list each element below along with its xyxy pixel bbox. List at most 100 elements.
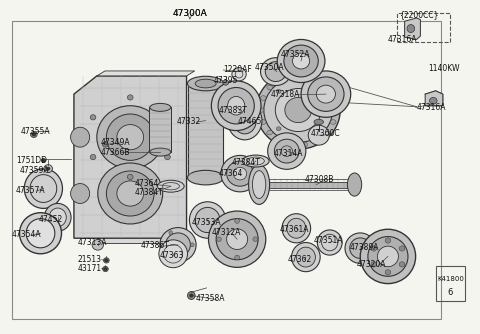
Ellipse shape [90, 154, 96, 160]
Ellipse shape [267, 85, 273, 90]
Ellipse shape [275, 139, 299, 163]
Text: 47318A: 47318A [271, 90, 300, 99]
Ellipse shape [377, 246, 398, 267]
Text: 47358A: 47358A [196, 294, 226, 303]
Ellipse shape [208, 211, 266, 267]
Ellipse shape [302, 73, 308, 78]
Ellipse shape [103, 142, 108, 147]
Polygon shape [425, 91, 443, 106]
Ellipse shape [315, 127, 320, 131]
Ellipse shape [32, 133, 36, 136]
Text: 47352A: 47352A [281, 50, 310, 59]
Text: 47362: 47362 [288, 255, 312, 264]
Ellipse shape [276, 89, 281, 93]
Ellipse shape [292, 53, 310, 69]
Ellipse shape [268, 133, 306, 169]
Ellipse shape [165, 115, 170, 120]
Polygon shape [188, 84, 223, 178]
Ellipse shape [315, 89, 320, 93]
Text: 47383T: 47383T [218, 106, 247, 115]
Ellipse shape [314, 119, 324, 125]
Text: 47354A: 47354A [12, 230, 41, 239]
Text: 47360C: 47360C [311, 129, 340, 138]
Text: 47349A: 47349A [101, 138, 130, 147]
Ellipse shape [276, 89, 321, 132]
Ellipse shape [233, 167, 247, 180]
Ellipse shape [90, 115, 96, 120]
Ellipse shape [314, 138, 320, 143]
Ellipse shape [287, 218, 306, 238]
Ellipse shape [169, 255, 173, 259]
Text: 47465: 47465 [238, 117, 262, 126]
Ellipse shape [249, 165, 270, 204]
Ellipse shape [223, 80, 228, 85]
Ellipse shape [41, 158, 45, 162]
Text: 21513: 21513 [78, 255, 102, 264]
Ellipse shape [348, 173, 362, 196]
Ellipse shape [276, 127, 281, 131]
Ellipse shape [314, 77, 320, 82]
Ellipse shape [277, 138, 282, 143]
Ellipse shape [127, 174, 133, 180]
Ellipse shape [302, 142, 308, 147]
Ellipse shape [71, 184, 90, 203]
Ellipse shape [284, 45, 318, 77]
Text: 47350A: 47350A [254, 63, 284, 72]
Ellipse shape [333, 108, 338, 112]
Text: 47320A: 47320A [357, 260, 386, 269]
Text: 47308B: 47308B [304, 175, 334, 184]
Text: {2200CC}: {2200CC} [399, 10, 439, 19]
Ellipse shape [371, 246, 377, 251]
Ellipse shape [98, 163, 163, 224]
Ellipse shape [277, 39, 325, 82]
Text: 47366B: 47366B [101, 148, 130, 157]
Ellipse shape [261, 58, 291, 86]
Bar [436, 267, 465, 301]
Text: 47353A: 47353A [192, 218, 221, 227]
Ellipse shape [267, 130, 273, 135]
Ellipse shape [190, 294, 193, 297]
Ellipse shape [385, 238, 391, 243]
Ellipse shape [103, 267, 108, 272]
Ellipse shape [296, 247, 315, 267]
Text: 47300A: 47300A [172, 9, 207, 18]
Text: 47386T: 47386T [141, 241, 169, 250]
Ellipse shape [308, 77, 344, 111]
Ellipse shape [227, 161, 253, 186]
Ellipse shape [324, 130, 330, 135]
Text: 47384T: 47384T [135, 188, 164, 197]
Ellipse shape [157, 180, 184, 192]
Text: 6: 6 [448, 288, 453, 297]
Ellipse shape [104, 267, 108, 271]
Ellipse shape [97, 106, 164, 169]
Ellipse shape [26, 219, 55, 248]
Ellipse shape [291, 242, 320, 272]
Text: 1140KW: 1140KW [429, 64, 460, 73]
Ellipse shape [301, 71, 351, 117]
Ellipse shape [188, 76, 224, 91]
Ellipse shape [368, 236, 408, 276]
Ellipse shape [160, 227, 196, 262]
Text: 47316A: 47316A [417, 103, 446, 112]
Text: 47389A: 47389A [350, 243, 379, 252]
Ellipse shape [44, 165, 52, 173]
Text: 47313A: 47313A [78, 238, 107, 247]
Ellipse shape [264, 77, 333, 143]
Text: 47452: 47452 [38, 215, 63, 224]
Ellipse shape [31, 132, 37, 138]
Text: 47359A: 47359A [20, 166, 49, 175]
Ellipse shape [228, 102, 262, 140]
Ellipse shape [105, 259, 108, 262]
Ellipse shape [308, 125, 329, 145]
Ellipse shape [282, 214, 311, 243]
Text: 43171: 43171 [78, 264, 102, 273]
Ellipse shape [150, 104, 171, 111]
Ellipse shape [166, 233, 191, 257]
Text: 47363: 47363 [160, 251, 184, 260]
Ellipse shape [399, 246, 405, 251]
Polygon shape [405, 18, 420, 39]
Ellipse shape [188, 170, 224, 185]
Ellipse shape [117, 181, 144, 206]
Text: 1751DD: 1751DD [16, 156, 47, 165]
Ellipse shape [407, 25, 415, 32]
